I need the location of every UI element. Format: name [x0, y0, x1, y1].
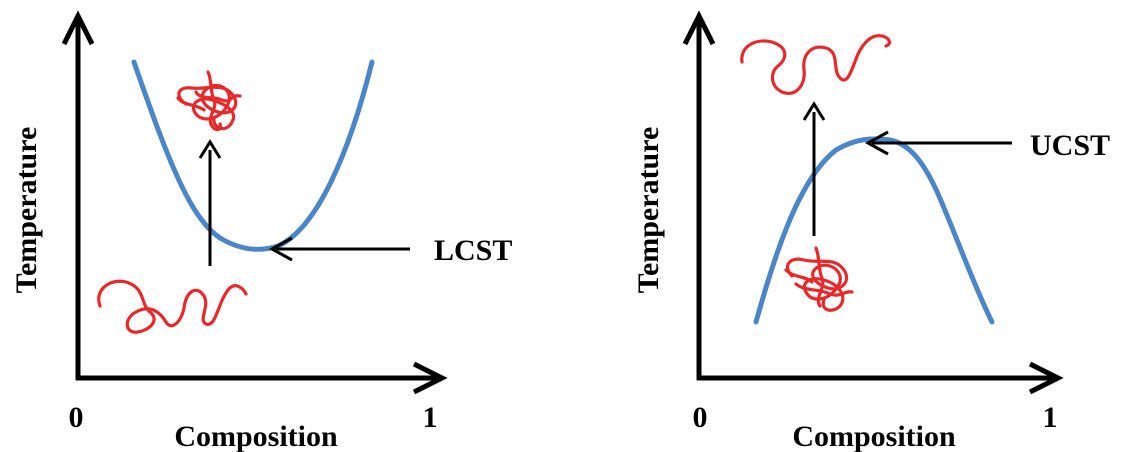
ucst-pointer-arrowhead — [864, 130, 889, 156]
lcst-axes — [61, 10, 448, 395]
lcst-pointer-arrowhead — [268, 236, 293, 262]
ucst-transition-arrowhead — [802, 101, 826, 121]
ucst-axes — [682, 10, 1064, 395]
lcst-extended-chain-icon — [97, 279, 248, 334]
ucst-panel: Temperature Composition 0 1 UCST — [632, 10, 1110, 452]
lcst-panel: Temperature Composition 0 1 LCST — [10, 10, 512, 452]
ucst-annotation-label: UCST — [1030, 129, 1110, 162]
lcst-curve — [131, 59, 375, 252]
lcst-transition-arrowhead — [198, 139, 222, 159]
lcst-x-axis-arrowhead — [412, 361, 448, 395]
ucst-curve — [753, 136, 995, 325]
lcst-x-start-label: 0 — [69, 401, 84, 434]
ucst-collapsed-chain-icon — [784, 246, 854, 312]
lcst-y-axis-label: Temperature — [10, 127, 43, 294]
lcst-annotation-label: LCST — [434, 234, 512, 267]
ucst-x-start-label: 0 — [693, 401, 708, 434]
lcst-x-end-label: 1 — [423, 401, 438, 434]
ucst-x-axis-arrowhead — [1028, 361, 1064, 395]
ucst-y-axis-label: Temperature — [632, 127, 665, 294]
ucst-extended-chain-icon — [740, 34, 892, 95]
lcst-collapsed-chain-icon — [176, 70, 242, 132]
lcst-x-axis-label: Composition — [174, 420, 338, 452]
ucst-x-end-label: 1 — [1043, 401, 1058, 434]
ucst-y-axis-arrowhead — [682, 10, 716, 46]
lcst-y-axis-arrowhead — [61, 10, 95, 46]
ucst-x-axis-label: Composition — [792, 420, 956, 452]
